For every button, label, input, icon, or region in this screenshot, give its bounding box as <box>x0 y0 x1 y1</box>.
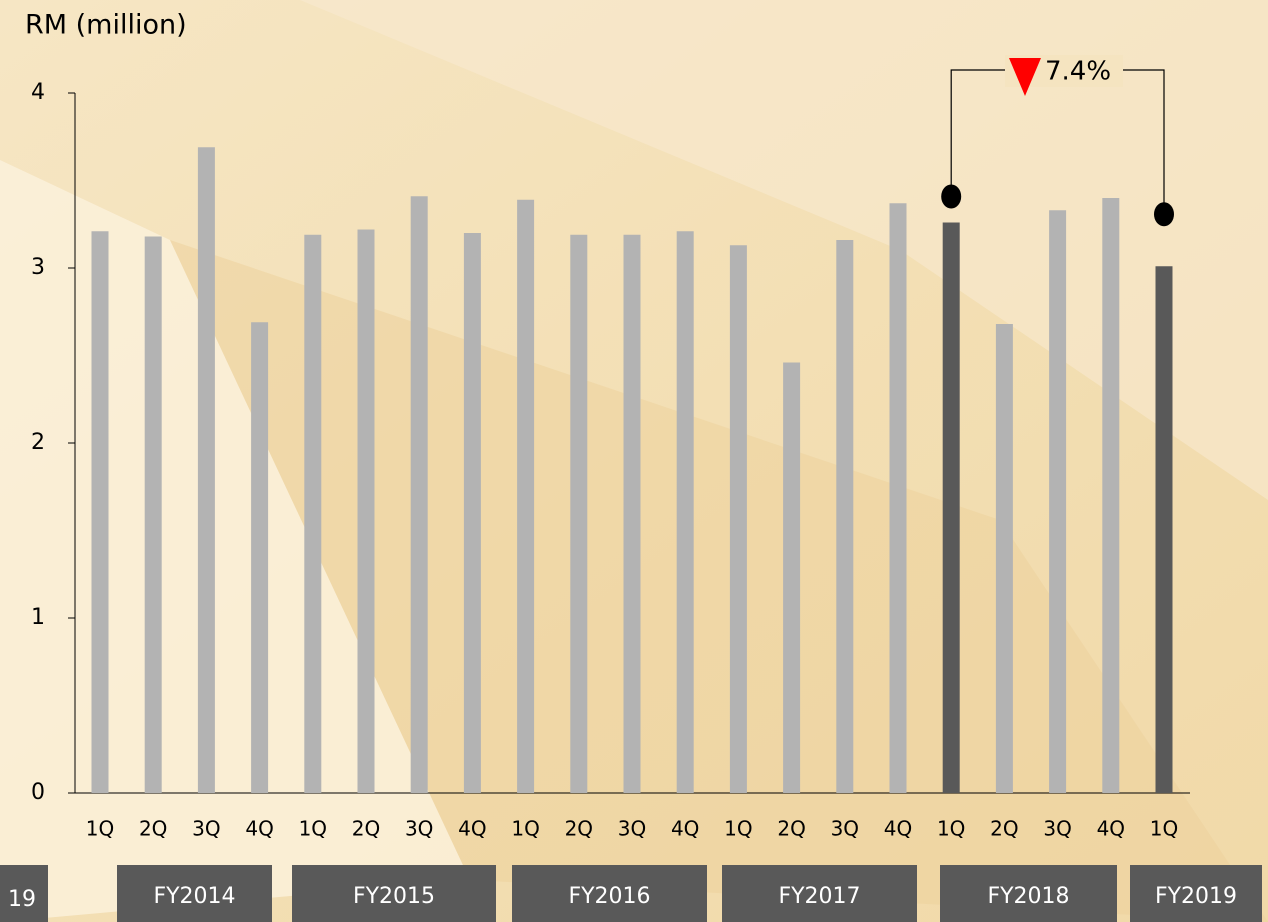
y-tick-label: 1 <box>31 605 45 630</box>
x-tick-label: 3Q <box>405 817 433 841</box>
x-tick-label: 2Q <box>777 817 805 841</box>
x-tick-label: 4Q <box>671 817 699 841</box>
group-box <box>940 865 1117 922</box>
y-axis-label: RM (million) <box>25 10 187 41</box>
bar <box>197 147 215 793</box>
x-tick-label: 3Q <box>618 817 646 841</box>
bar <box>729 245 747 793</box>
group-label: FY2016 <box>568 884 650 909</box>
bar <box>1102 198 1120 793</box>
y-tick-label: 2 <box>31 430 45 455</box>
x-tick-label: 1Q <box>937 817 965 841</box>
bar <box>410 196 428 793</box>
x-tick-label: 3Q <box>192 817 220 841</box>
group-label: FY2019 <box>1155 884 1237 909</box>
x-tick-label: 4Q <box>458 817 486 841</box>
group-label: FY2014 <box>153 884 235 909</box>
group-label: FY2015 <box>353 884 435 909</box>
bar <box>1049 210 1067 793</box>
group-label: FY2018 <box>987 884 1069 909</box>
bar <box>251 322 269 793</box>
x-tick-label: 4Q <box>245 817 273 841</box>
group-box <box>0 865 48 922</box>
x-tick-label: 1Q <box>511 817 539 841</box>
x-tick-label: 4Q <box>884 817 912 841</box>
x-tick-label: 2Q <box>139 817 167 841</box>
bar <box>942 222 960 793</box>
y-tick-label: 3 <box>31 255 45 280</box>
annotation-dot <box>941 184 962 209</box>
down-arrow <box>1009 58 1041 96</box>
x-tick-label: 2Q <box>990 817 1018 841</box>
x-tick-label: 2Q <box>352 817 380 841</box>
annotation-label: 7.4% <box>1045 57 1111 87</box>
group-box <box>1130 865 1262 922</box>
group-box <box>292 865 496 922</box>
group-label: 19 <box>8 887 36 912</box>
x-tick-label: 1Q <box>1150 817 1178 841</box>
group-box <box>722 865 917 922</box>
bar <box>570 234 588 793</box>
bar <box>517 199 535 793</box>
x-tick-label: 1Q <box>724 817 752 841</box>
group-box <box>512 865 707 922</box>
bar <box>357 229 375 793</box>
bar <box>676 231 694 793</box>
group-box <box>117 865 272 922</box>
background-shape <box>170 240 1268 922</box>
bar <box>623 234 641 793</box>
bar <box>304 234 322 793</box>
bar <box>1155 266 1173 793</box>
bar <box>91 231 109 793</box>
bar <box>836 240 854 793</box>
x-tick-label: 3Q <box>1043 817 1071 841</box>
background-shape <box>0 160 470 922</box>
group-label: FY2017 <box>778 884 860 909</box>
y-tick-label: 0 <box>31 780 45 805</box>
bar <box>144 236 162 793</box>
bar <box>783 362 801 793</box>
bar <box>889 203 907 793</box>
x-tick-label: 3Q <box>831 817 859 841</box>
x-tick-label: 1Q <box>299 817 327 841</box>
x-tick-label: 2Q <box>565 817 593 841</box>
annotation-dot <box>1154 202 1174 227</box>
bar <box>995 324 1013 793</box>
x-tick-label: 1Q <box>86 817 114 841</box>
x-tick-label: 4Q <box>1097 817 1125 841</box>
background-shape <box>300 0 1268 500</box>
bar <box>463 233 481 793</box>
y-tick-label: 4 <box>31 80 45 105</box>
